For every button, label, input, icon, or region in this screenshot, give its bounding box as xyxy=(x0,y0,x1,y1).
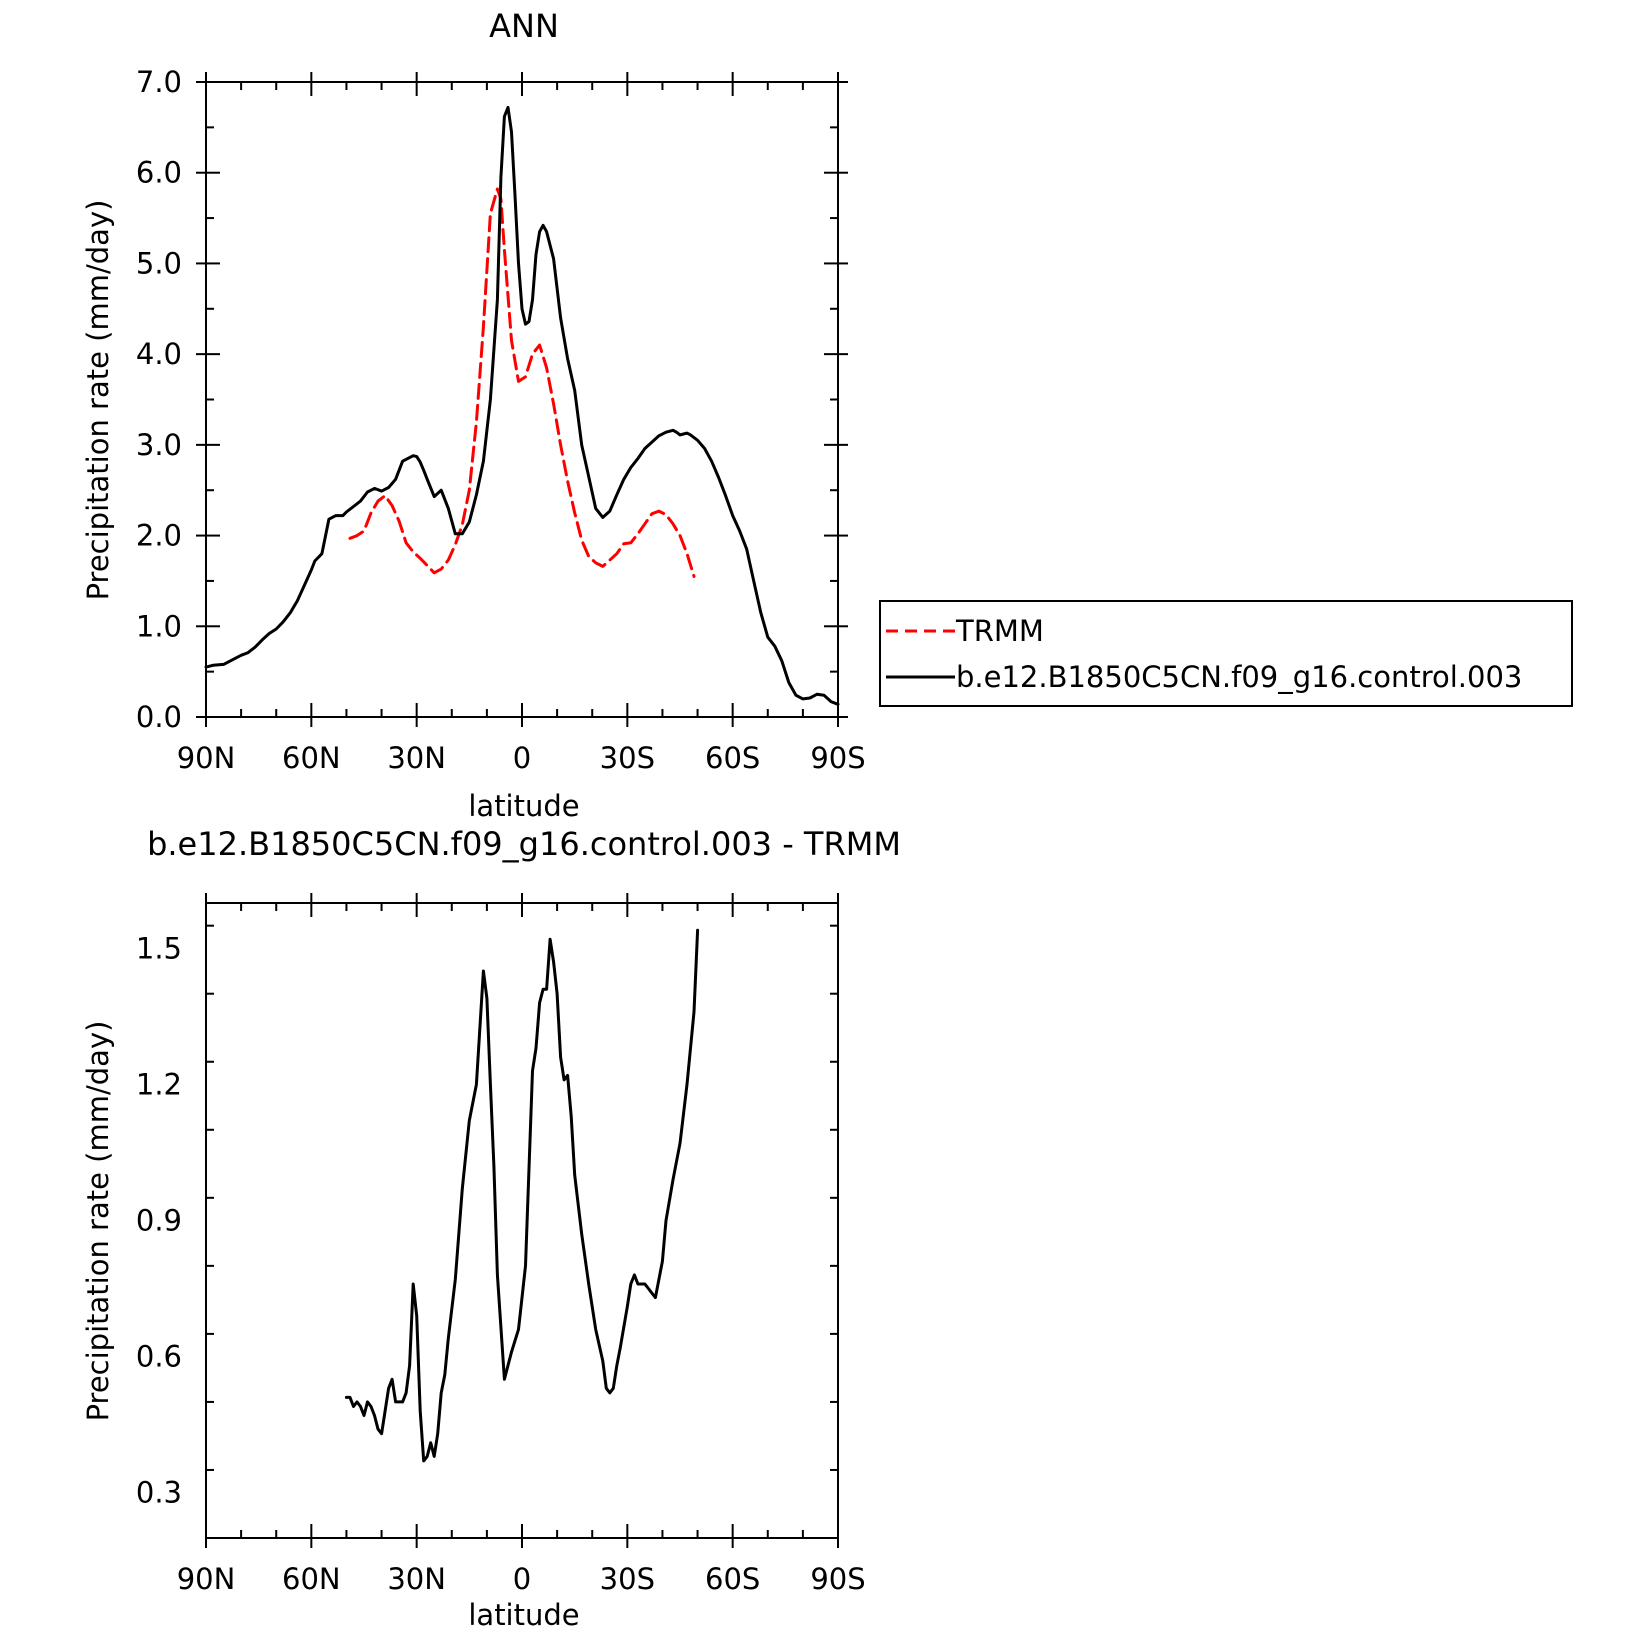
legend-model-label: b.e12.B1850C5CN.f09_g16.control.003 xyxy=(956,660,1522,694)
top-x-tick-label: 60N xyxy=(282,741,341,775)
bottom-y-tick-label: 0.9 xyxy=(136,1204,182,1238)
bottom-axis-ticks xyxy=(205,893,839,1548)
top-series-group xyxy=(204,105,840,706)
bottom-y-tick-label: 1.5 xyxy=(136,931,182,965)
bottom-x-tick-label: 0 xyxy=(513,1562,531,1596)
top-y-axis-label: Precipitation rate (mm/day) xyxy=(81,200,115,601)
top-y-tick-label: 3.0 xyxy=(136,428,182,462)
top-x-tick-label: 60S xyxy=(705,741,760,775)
bottom-series-group xyxy=(344,928,700,1463)
top-x-tick-label: 30S xyxy=(600,741,655,775)
bottom-y-tick-label: 0.6 xyxy=(136,1340,182,1374)
top-series-model-line xyxy=(204,105,840,706)
bottom-x-tick-label: 30S xyxy=(600,1562,655,1596)
top-y-tick-label: 1.0 xyxy=(136,609,182,643)
chart-legend: TRMM b.e12.B1850C5CN.f09_g16.control.003 xyxy=(879,600,1573,707)
chart-bottom-panel: b.e12.B1850C5CN.f09_g16.control.003 - TR… xyxy=(81,825,901,1631)
top-y-tick-label: 4.0 xyxy=(136,337,182,371)
chart-top-panel: ANN 0.0 1.0 2.0 3.0 4.0 5.0 6.0 7.0 90N 60N 30N 0 3… xyxy=(81,7,866,823)
bottom-y-tick-label: 1.2 xyxy=(136,1067,182,1101)
bottom-x-tick-label: 60S xyxy=(705,1562,760,1596)
top-x-tick-label: 90S xyxy=(810,741,865,775)
top-chart-title: ANN xyxy=(489,7,559,45)
bottom-chart-title: b.e12.B1850C5CN.f09_g16.control.003 - TR… xyxy=(147,825,901,863)
top-y-tick-label: 2.0 xyxy=(136,519,182,553)
top-x-tick-label: 0 xyxy=(513,741,531,775)
top-x-tick-label: 90N xyxy=(177,741,236,775)
bottom-x-tick-label: 90S xyxy=(810,1562,865,1596)
bottom-x-axis-label: latitude xyxy=(468,1598,579,1631)
bottom-series-model-line xyxy=(344,928,700,1463)
top-y-tick-label: 5.0 xyxy=(136,246,182,280)
bottom-x-tick-label: 30N xyxy=(387,1562,446,1596)
bottom-x-tick-label: 60N xyxy=(282,1562,341,1596)
top-x-tick-label: 30N xyxy=(387,741,446,775)
top-y-tick-labels: 0.0 1.0 2.0 3.0 4.0 5.0 6.0 7.0 xyxy=(136,65,182,734)
legend-box xyxy=(879,600,1573,707)
top-y-tick-label: 0.0 xyxy=(136,700,182,734)
bottom-x-tick-label: 90N xyxy=(177,1562,236,1596)
legend-trmm-label: TRMM xyxy=(955,614,1044,648)
bottom-y-tick-label: 0.3 xyxy=(136,1476,182,1510)
bottom-plot-frame xyxy=(205,902,839,1539)
bottom-y-axis-label: Precipitation rate (mm/day) xyxy=(81,1021,115,1422)
top-x-tick-labels: 90N 60N 30N 0 30S 60S 90S xyxy=(177,741,866,775)
top-y-tick-label: 7.0 xyxy=(136,65,182,99)
bottom-y-tick-labels: 0.3 0.6 0.9 1.2 1.5 xyxy=(136,931,182,1509)
top-plot-frame xyxy=(205,81,839,718)
bottom-x-tick-labels: 90N 60N 30N 0 30S 60S 90S xyxy=(177,1562,866,1596)
top-y-tick-label: 6.0 xyxy=(136,156,182,190)
top-x-axis-label: latitude xyxy=(468,789,579,823)
top-series-trmm-line xyxy=(348,187,696,578)
top-axis-ticks xyxy=(196,72,848,727)
